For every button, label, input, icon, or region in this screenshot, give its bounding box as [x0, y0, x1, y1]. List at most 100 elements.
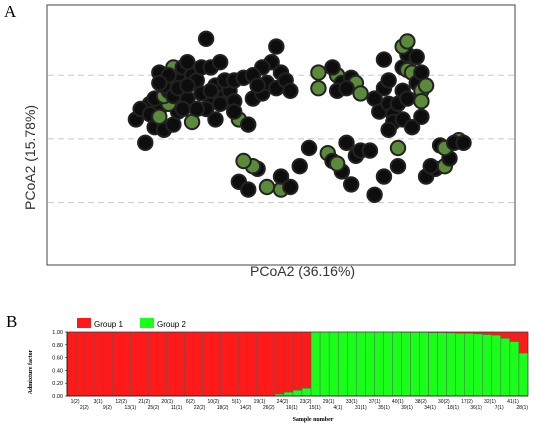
- admixture-bar-group-1-segment: [491, 331, 502, 336]
- admixture-bar-group-2-segment: [437, 332, 447, 397]
- panel-b-letter: B: [6, 312, 18, 331]
- pcoa-point-7: [272, 168, 290, 185]
- admixture-x-tick-label-bottom-16: 34(1): [424, 405, 436, 411]
- admixture-x-axis-title: Sample number: [293, 417, 334, 423]
- pcoa-point-11: [291, 158, 308, 175]
- admixture-bar-group-2-segment: [374, 331, 384, 397]
- admixture-x-tick-label-bottom-17: 18(1): [447, 405, 459, 411]
- admixture-bar-2: [75, 331, 86, 397]
- admixture-bar-28: [310, 331, 321, 397]
- admixture-bar-31: [337, 331, 348, 397]
- admixture-bar-group-1-segment: [229, 331, 239, 397]
- pcoa-point-1: [197, 30, 215, 47]
- pcoa-point-117: [413, 108, 430, 126]
- admixture-bar-group-2-segment: [464, 333, 474, 397]
- admixture-bar-41: [428, 331, 438, 397]
- legend: Group 1 Group 2: [77, 318, 186, 329]
- admixture-x-tick-label-top-6: 6(2): [186, 399, 195, 405]
- admixture-bar-group-1-segment: [102, 331, 113, 397]
- admixture-x-tick-label-top-20: 41(1): [507, 399, 519, 405]
- admixture-bar-32: [347, 331, 357, 397]
- admixture-bar-group-2-segment: [419, 332, 429, 397]
- admixture-y-tick-label-4: 0.60: [52, 356, 63, 362]
- admixture-bar-group-2-segment: [383, 331, 393, 397]
- admixture-bar-group-1-segment: [166, 331, 176, 397]
- pcoa-point-127: [188, 100, 205, 118]
- admixture-bar-14: [184, 331, 194, 397]
- admixture-bar-30: [328, 331, 339, 397]
- admixture-bar-group-1-segment: [157, 331, 167, 397]
- admixture-bar-45: [464, 331, 474, 397]
- pcoa-point-112: [413, 93, 430, 110]
- pcoa-point-21: [389, 158, 407, 175]
- admixture-bar-group-1-segment: [93, 331, 104, 397]
- admixture-bar-19: [229, 331, 239, 397]
- pcoa-x-axis-title: PCoA2 (36.16%): [250, 263, 356, 279]
- pcoa-point-136: [211, 95, 229, 113]
- pcoa-point-35: [137, 134, 154, 152]
- admixture-bar-27: [301, 331, 312, 397]
- pcoa-point-33: [455, 134, 472, 152]
- admixture-bar-9: [139, 331, 149, 397]
- admixture-bar-group-1-segment: [130, 331, 140, 397]
- pcoa-point-23: [338, 134, 355, 152]
- admixture-bar-group-2-segment: [446, 332, 456, 397]
- admixture-y-tick-label-6: 1.00: [52, 330, 63, 336]
- pcoa-point-8: [282, 178, 299, 196]
- legend-swatch-group-1: [77, 318, 91, 328]
- admixture-x-tick-label-bottom-3: 13(1): [125, 405, 137, 411]
- admixture-bar-6: [111, 331, 122, 397]
- admixture-x-tick-label-bottom-1: 2(2): [80, 405, 89, 411]
- admixture-bar-group-1-segment: [509, 331, 520, 342]
- admixture-bar-group-1-segment: [84, 331, 95, 397]
- admixture-bar-group-2-segment: [509, 341, 520, 397]
- admixture-x-tick-label-top-9: 19(1): [254, 399, 266, 405]
- admixture-bar-8: [130, 331, 140, 397]
- pcoa-point-110: [408, 48, 425, 66]
- admixture-bar-group-1-segment: [220, 331, 230, 397]
- admixture-bar-46: [473, 331, 484, 397]
- pcoa-point-87: [310, 80, 327, 97]
- pcoa-points: [127, 30, 472, 204]
- admixture-y-tick-label-3: 0.40: [52, 368, 63, 374]
- admixture-x-tick-label-bottom-18: 36(1): [470, 405, 482, 411]
- admixture-x-tick-label-bottom-6: 22(2): [194, 405, 206, 411]
- admixture-x-tick-label-bottom-14: 35(1): [378, 405, 390, 411]
- admixture-x-tick-label-bottom-4: 25(2): [148, 405, 160, 411]
- admixture-bar-4: [93, 331, 104, 397]
- admixture-x-tick-label-top-19: 32(1): [484, 399, 496, 405]
- admixture-x-tick-label-bottom-12: 4(1): [333, 405, 342, 411]
- pcoa-point-81: [310, 64, 327, 81]
- admixture-x-tick-label-bottom-7: 18(2): [217, 405, 229, 411]
- admixture-x-tick-label-bottom-19: 7(1): [495, 405, 504, 411]
- admixture-x-tick-label-top-14: 37(1): [369, 399, 381, 405]
- admixture-y-tick-label-2: 0.20: [52, 381, 63, 387]
- pcoa-point-10: [235, 152, 252, 170]
- admixture-bar-group-1-segment: [211, 331, 221, 397]
- admixture-x-tick-label-bottom-20: 28(1): [516, 405, 528, 411]
- admixture-x-tick-label-top-12: 29(1): [323, 399, 335, 405]
- admixture-bar-group-1-segment: [75, 331, 86, 397]
- pcoa-point-133: [179, 77, 196, 94]
- admixture-x-tick-label-bottom-8: 14(2): [240, 405, 252, 411]
- admixture-x-tick-label-top-17: 30(2): [438, 399, 450, 405]
- admixture-bar-group-2-segment: [356, 331, 366, 397]
- admixture-bar-37: [392, 331, 402, 397]
- admixture-bar-group-2-segment: [392, 331, 402, 397]
- pcoa-scatter-chart: [46, 4, 516, 266]
- admixture-bar-group-1-segment: [274, 331, 285, 395]
- admixture-bar-35: [374, 331, 384, 397]
- admixture-bar-group-1-segment: [500, 331, 511, 339]
- admixture-bar-13: [175, 331, 185, 397]
- admixture-bar-20: [238, 331, 248, 397]
- pcoa-point-100: [375, 51, 393, 68]
- admixture-bar-group-1-segment: [175, 331, 185, 397]
- admixture-bar-51: [518, 331, 529, 397]
- admixture-x-tick-label-top-1: 1(2): [71, 399, 80, 405]
- admixture-x-tick-label-top-3: 12(2): [115, 399, 127, 405]
- admixture-bar-33: [356, 331, 366, 397]
- admixture-bar-group-1-segment: [66, 331, 77, 397]
- admixture-bar-11: [157, 331, 167, 397]
- admixture-bar-50: [509, 331, 520, 397]
- legend-swatch-group-2: [140, 318, 154, 328]
